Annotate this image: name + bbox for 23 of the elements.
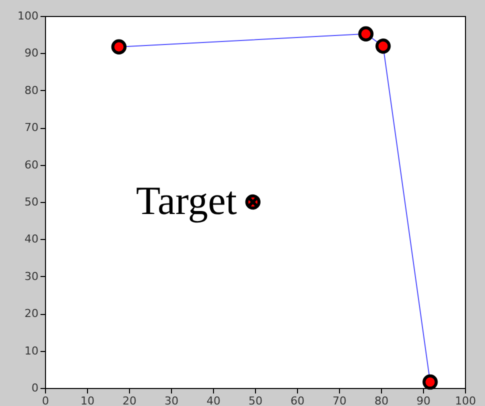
y-tick-label: 70 (24, 121, 38, 134)
x-tick-label: 10 (80, 394, 94, 406)
y-tick-label: 30 (24, 270, 38, 283)
y-tick-label: 10 (24, 344, 38, 358)
x-tick-label: 50 (248, 394, 262, 406)
y-tick-label: 80 (24, 84, 38, 97)
y-tick-label: 90 (24, 46, 38, 60)
y-tick-label: 40 (24, 232, 38, 246)
x-tick-label: 80 (374, 394, 388, 406)
annotation: Target (136, 178, 237, 223)
y-tick-label: 100 (18, 10, 38, 22)
y-tick-label: 50 (24, 196, 38, 208)
x-tick-label: 0 (42, 394, 49, 406)
x-tick-label: 30 (164, 394, 178, 406)
x-tick-label: 90 (416, 394, 430, 406)
x-tick-label: 70 (332, 394, 346, 406)
y-tick-label: 0 (32, 382, 38, 394)
x-tick-label: 60 (290, 394, 304, 406)
y-tick-label: 60 (24, 158, 38, 172)
x-tick-label: 40 (206, 394, 220, 406)
x-tick-label: 20 (122, 394, 136, 406)
x-tick-label: 100 (455, 394, 476, 406)
y-tick-label: 20 (24, 307, 38, 320)
